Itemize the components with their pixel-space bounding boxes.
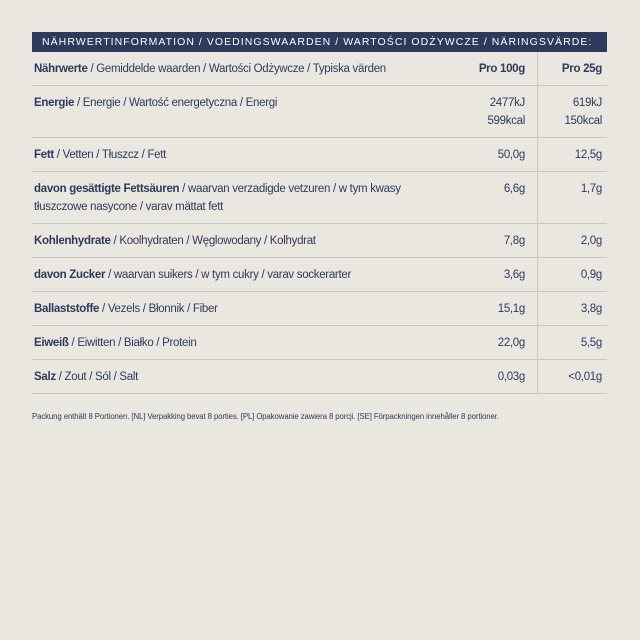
value-per-25g-cell: 619kJ 150kcal — [537, 86, 607, 137]
header-name-translations: / Gemiddelde waarden / Wartości Odżywcze… — [90, 63, 386, 75]
value-per-100g-cell: 0,03g — [467, 360, 537, 393]
nutrient-name-translations: / waarvan suikers / w tym cukry / varav … — [108, 269, 351, 281]
nutrient-row-energy: Energie / Energie / Wartość energetyczna… — [32, 86, 607, 138]
per-100g-header-cell: Pro 100g — [467, 52, 537, 85]
nutrient-name-translations: / Zout / Sól / Salt — [58, 371, 139, 383]
value-per-100g: 15,1g — [497, 303, 526, 315]
nutrient-name-de: Eiweiß — [34, 337, 69, 349]
value-per-100g-cell: 22,0g — [467, 326, 537, 359]
value-per-100g: 50,0g — [497, 149, 526, 161]
per-25g-header: Pro 25g — [561, 63, 602, 75]
title-bar: NÄHRWERTINFORMATION / VOEDINGSWAARDEN / … — [32, 32, 607, 52]
nutrient-name-de: Energie — [34, 97, 75, 109]
value-per-100g-cell: 3,6g — [467, 258, 537, 291]
nutrient-name-cell: Salz / Zout / Sól / Salt — [32, 360, 467, 393]
nutrient-name-cell: Eiweiß / Eiwitten / Białko / Protein — [32, 326, 467, 359]
energy-kj-per-100g: 2477kJ — [489, 97, 526, 109]
value-per-100g-cell: 7,8g — [467, 224, 537, 257]
nutrient-row-saturated-fat: davon gesättigte Fettsäuren / waarvan ve… — [32, 172, 607, 224]
table-header-row: Nährwerte / Gemiddelde waarden / Wartośc… — [32, 52, 607, 86]
value-per-100g-cell: 15,1g — [467, 292, 537, 325]
nutrient-row-fat: Fett / Vetten / Tłuszcz / Fett 50,0g 12,… — [32, 138, 607, 172]
nutrient-name-cell: davon gesättigte Fettsäuren / waarvan ve… — [32, 172, 467, 223]
panel-title: NÄHRWERTINFORMATION / VOEDINGSWAARDEN / … — [42, 36, 593, 48]
value-per-25g: 1,7g — [580, 183, 602, 195]
energy-kcal-per-100g: 599kcal — [487, 115, 525, 127]
nutrient-row-fibre: Ballaststoffe / Vezels / Błonnik / Fiber… — [32, 292, 607, 326]
value-per-25g: 3,8g — [580, 303, 602, 315]
nutrient-name-translations: / Koolhydraten / Węglowodany / Kolhydrat — [113, 235, 316, 247]
value-per-100g-cell: 2477kJ 599kcal — [467, 86, 537, 137]
portion-note: Packung enthält 8 Portionen. [NL] Verpak… — [32, 412, 499, 421]
value-per-25g-cell: 3,8g — [537, 292, 607, 325]
value-per-25g-cell: 0,9g — [537, 258, 607, 291]
nutrient-name-header-cell: Nährwerte / Gemiddelde waarden / Wartośc… — [32, 52, 467, 85]
nutrient-name-text: Salz / Zout / Sól / Salt — [34, 368, 419, 386]
value-per-25g-cell: 5,5g — [537, 326, 607, 359]
value-per-25g: 12,5g — [574, 149, 603, 161]
nutrient-name-cell: Energie / Energie / Wartość energetyczna… — [32, 86, 467, 137]
value-per-25g-cell: 12,5g — [537, 138, 607, 171]
nutrient-name-text: davon Zucker / waarvan suikers / w tym c… — [34, 266, 419, 284]
per-100g-header: Pro 100g — [478, 63, 525, 75]
energy-kcal-per-25g: 150kcal — [564, 115, 602, 127]
nutrient-name-translations: / Vezels / Błonnik / Fiber — [102, 303, 218, 315]
nutrition-panel: NÄHRWERTINFORMATION / VOEDINGSWAARDEN / … — [32, 32, 607, 394]
value-per-100g: 0,03g — [497, 371, 526, 383]
nutrient-name-translations: / Eiwitten / Białko / Protein — [71, 337, 197, 349]
nutrient-row-salt: Salz / Zout / Sól / Salt 0,03g <0,01g — [32, 360, 607, 394]
energy-kj-per-25g: 619kJ — [572, 97, 602, 109]
per-25g-header-cell: Pro 25g — [537, 52, 607, 85]
value-per-100g: 6,6g — [503, 183, 525, 195]
nutrient-name-de: davon gesättigte Fettsäuren — [34, 183, 180, 195]
nutrient-name-cell: Fett / Vetten / Tłuszcz / Fett — [32, 138, 467, 171]
nutrient-name-text: Fett / Vetten / Tłuszcz / Fett — [34, 146, 419, 164]
nutrient-name-translations: / Energie / Wartość energetyczna / Energ… — [77, 97, 278, 109]
nutrition-table: Nährwerte / Gemiddelde waarden / Wartośc… — [32, 52, 607, 394]
value-per-25g: 2,0g — [580, 235, 602, 247]
value-per-25g-cell: 2,0g — [537, 224, 607, 257]
nutrient-name-de: Fett — [34, 149, 54, 161]
nutrient-name-de: davon Zucker — [34, 269, 106, 281]
value-per-100g: 22,0g — [497, 337, 526, 349]
value-per-25g-cell: <0,01g — [537, 360, 607, 393]
nutrient-name-cell: Ballaststoffe / Vezels / Błonnik / Fiber — [32, 292, 467, 325]
value-per-25g: 0,9g — [580, 269, 602, 281]
value-per-100g-cell: 50,0g — [467, 138, 537, 171]
nutrient-name-cell: davon Zucker / waarvan suikers / w tym c… — [32, 258, 467, 291]
nutrient-name-header-text: Nährwerte / Gemiddelde waarden / Wartośc… — [34, 60, 419, 78]
value-per-100g: 3,6g — [503, 269, 525, 281]
nutrient-name-translations: / waarvan verzadigde vetzuren / w tym kw… — [34, 183, 401, 213]
value-per-100g: 7,8g — [503, 235, 525, 247]
nutrient-name-text: Eiweiß / Eiwitten / Białko / Protein — [34, 334, 419, 352]
nutrient-name-de: Ballaststoffe — [34, 303, 100, 315]
nutrient-name-text: Energie / Energie / Wartość energetyczna… — [34, 94, 419, 112]
nutrient-name-text: Ballaststoffe / Vezels / Błonnik / Fiber — [34, 300, 419, 318]
value-per-25g-cell: 1,7g — [537, 172, 607, 223]
value-per-25g: <0,01g — [568, 371, 602, 383]
nutrient-name-text: Kohlenhydrate / Koolhydraten / Węglowoda… — [34, 232, 419, 250]
nutrient-name-de: Salz — [34, 371, 56, 383]
nutrient-row-sugars: davon Zucker / waarvan suikers / w tym c… — [32, 258, 607, 292]
value-per-100g-cell: 6,6g — [467, 172, 537, 223]
nutrient-row-protein: Eiweiß / Eiwitten / Białko / Protein 22,… — [32, 326, 607, 360]
nutrient-name-de: Kohlenhydrate — [34, 235, 111, 247]
nutrient-name-text: davon gesättigte Fettsäuren / waarvan ve… — [34, 180, 419, 216]
header-name-de: Nährwerte — [34, 63, 88, 75]
value-per-25g: 5,5g — [580, 337, 602, 349]
nutrient-name-translations: / Vetten / Tłuszcz / Fett — [56, 149, 167, 161]
nutrient-name-cell: Kohlenhydrate / Koolhydraten / Węglowoda… — [32, 224, 467, 257]
nutrient-row-carbohydrates: Kohlenhydrate / Koolhydraten / Węglowoda… — [32, 224, 607, 258]
